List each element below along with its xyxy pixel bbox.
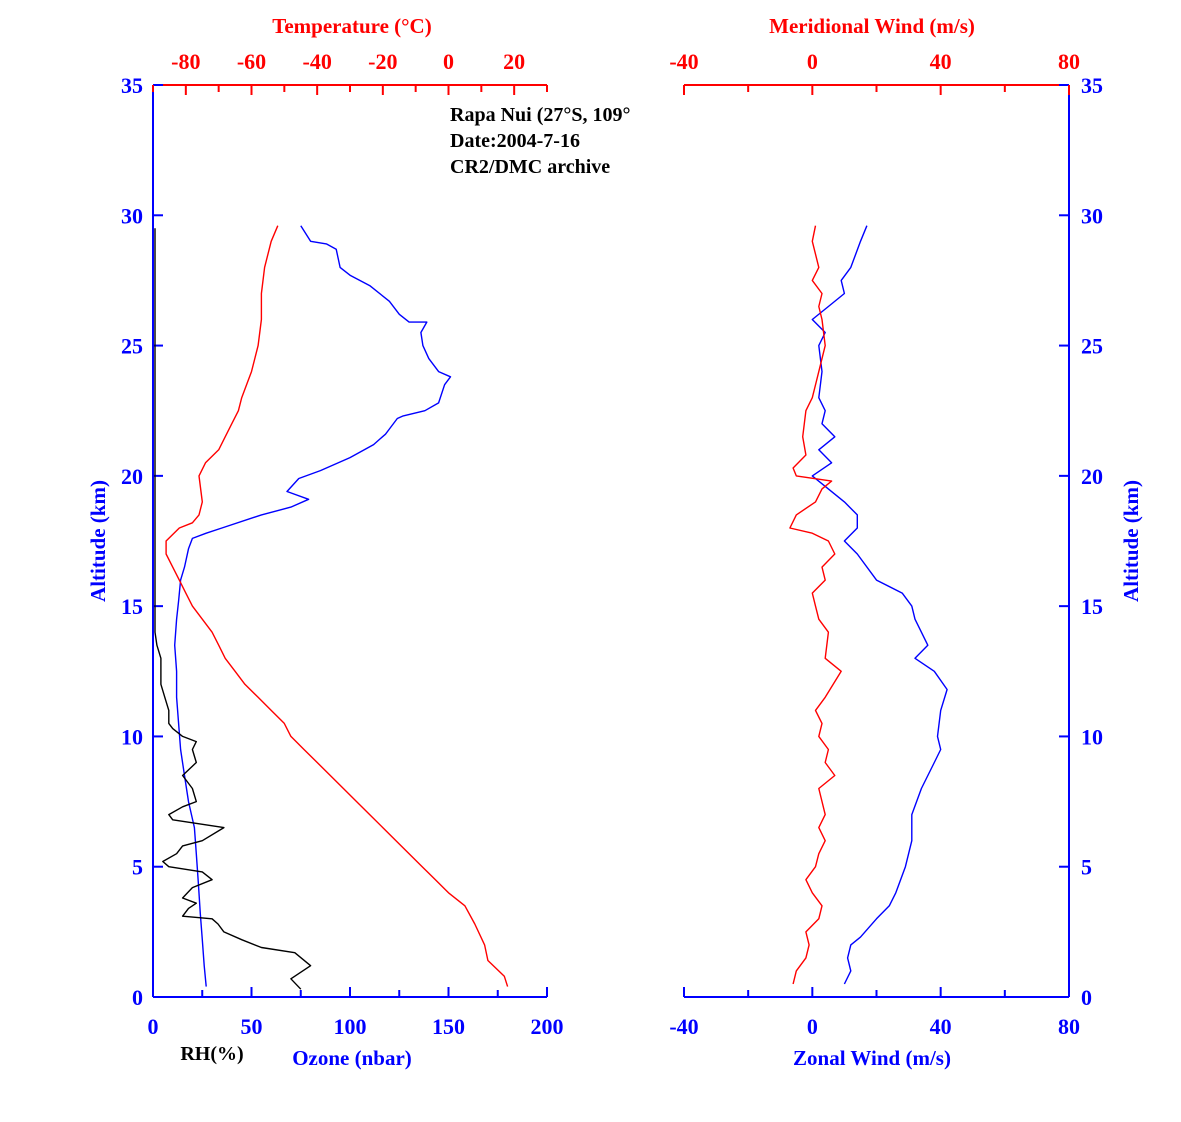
left-rh-label: RH(%) <box>180 1043 243 1065</box>
right-y-tick-label: 25 <box>1081 334 1103 359</box>
right-bottom-tick-label: -40 <box>669 1014 698 1039</box>
right-panel: 0 5 10 15 20 25 30 35 -40 0 40 80 -40 0 40 80 <box>669 49 1103 1039</box>
left-y-tick-label: 15 <box>121 594 143 619</box>
annotation-line-archive: CR2/DMC archive <box>450 156 610 178</box>
right-top-tick-label: 80 <box>1058 49 1080 74</box>
right-y-tick-label: 10 <box>1081 724 1103 749</box>
right-y-tick-label: 35 <box>1081 73 1103 98</box>
right-panel-series <box>789 225 948 985</box>
left-panel-series <box>154 225 509 990</box>
right-bottom-axis-label: Zonal Wind (m/s) <box>793 1046 951 1070</box>
right-bottom-tick-label: 40 <box>930 1014 952 1039</box>
left-top-axis-label: Temperature (°C) <box>272 14 431 38</box>
left-top-tick-label: 20 <box>503 49 525 74</box>
left-y-tick-label: 25 <box>121 334 143 359</box>
left-y-tick-label: 0 <box>132 985 143 1010</box>
right-y-tick-label: 0 <box>1081 985 1092 1010</box>
right-panel-ticks: 0 5 10 15 20 25 30 35 -40 0 40 80 -40 0 40 80 <box>669 49 1103 1039</box>
left-top-tick-label: -20 <box>368 49 397 74</box>
right-y-axis-label: Altitude (km) <box>1119 480 1143 602</box>
right-y-tick-label: 15 <box>1081 594 1103 619</box>
right-y-tick-label: 20 <box>1081 464 1103 489</box>
left-top-tick-label: -80 <box>171 49 200 74</box>
left-y-tick-label: 10 <box>121 724 143 749</box>
right-top-tick-label: 40 <box>930 49 952 74</box>
left-y-axis-label: Altitude (km) <box>86 480 110 602</box>
left-bottom-tick-label: 150 <box>432 1014 465 1039</box>
left-y-tick-label: 35 <box>121 73 143 98</box>
right-series-meridional-wind <box>789 225 842 985</box>
left-series-ozone <box>174 225 452 987</box>
annotation-line-station: Rapa Nui (27°S, 109° <box>450 104 630 126</box>
left-y-tick-label: 20 <box>121 464 143 489</box>
right-y-tick-label: 30 <box>1081 203 1103 228</box>
right-bottom-tick-label: 80 <box>1058 1014 1080 1039</box>
left-top-tick-label: 0 <box>443 49 454 74</box>
left-panel: 0 5 10 15 20 25 30 35 0 50 100 150 200 -80 -60 -40 -20 0 2… <box>121 49 564 1039</box>
left-top-tick-label: -40 <box>303 49 332 74</box>
left-panel-ticks: 0 5 10 15 20 25 30 35 0 50 100 150 200 -80 -60 -40 -20 0 2… <box>121 49 564 1039</box>
left-y-tick-label: 30 <box>121 203 143 228</box>
right-y-tick-label: 5 <box>1081 855 1092 880</box>
left-top-tick-label: -60 <box>237 49 266 74</box>
right-top-tick-label: -40 <box>669 49 698 74</box>
annotation-line-date: Date:2004-7-16 <box>450 130 580 152</box>
left-bottom-tick-label: 0 <box>148 1014 159 1039</box>
right-series-zonal-wind <box>811 225 948 985</box>
left-bottom-tick-label: 50 <box>241 1014 263 1039</box>
left-bottom-axis-label: Ozone (nbar) <box>292 1046 412 1070</box>
station-annotation: Rapa Nui (27°S, 109° Date:2004-7-16 CR2/… <box>450 104 630 178</box>
left-series-temperature <box>165 225 509 987</box>
right-top-tick-label: 0 <box>807 49 818 74</box>
left-bottom-tick-label: 200 <box>531 1014 564 1039</box>
right-top-axis-label: Meridional Wind (m/s) <box>769 14 975 38</box>
left-y-tick-label: 5 <box>132 855 143 880</box>
left-series-rh <box>154 228 312 990</box>
left-bottom-tick-label: 100 <box>334 1014 367 1039</box>
right-bottom-tick-label: 0 <box>807 1014 818 1039</box>
